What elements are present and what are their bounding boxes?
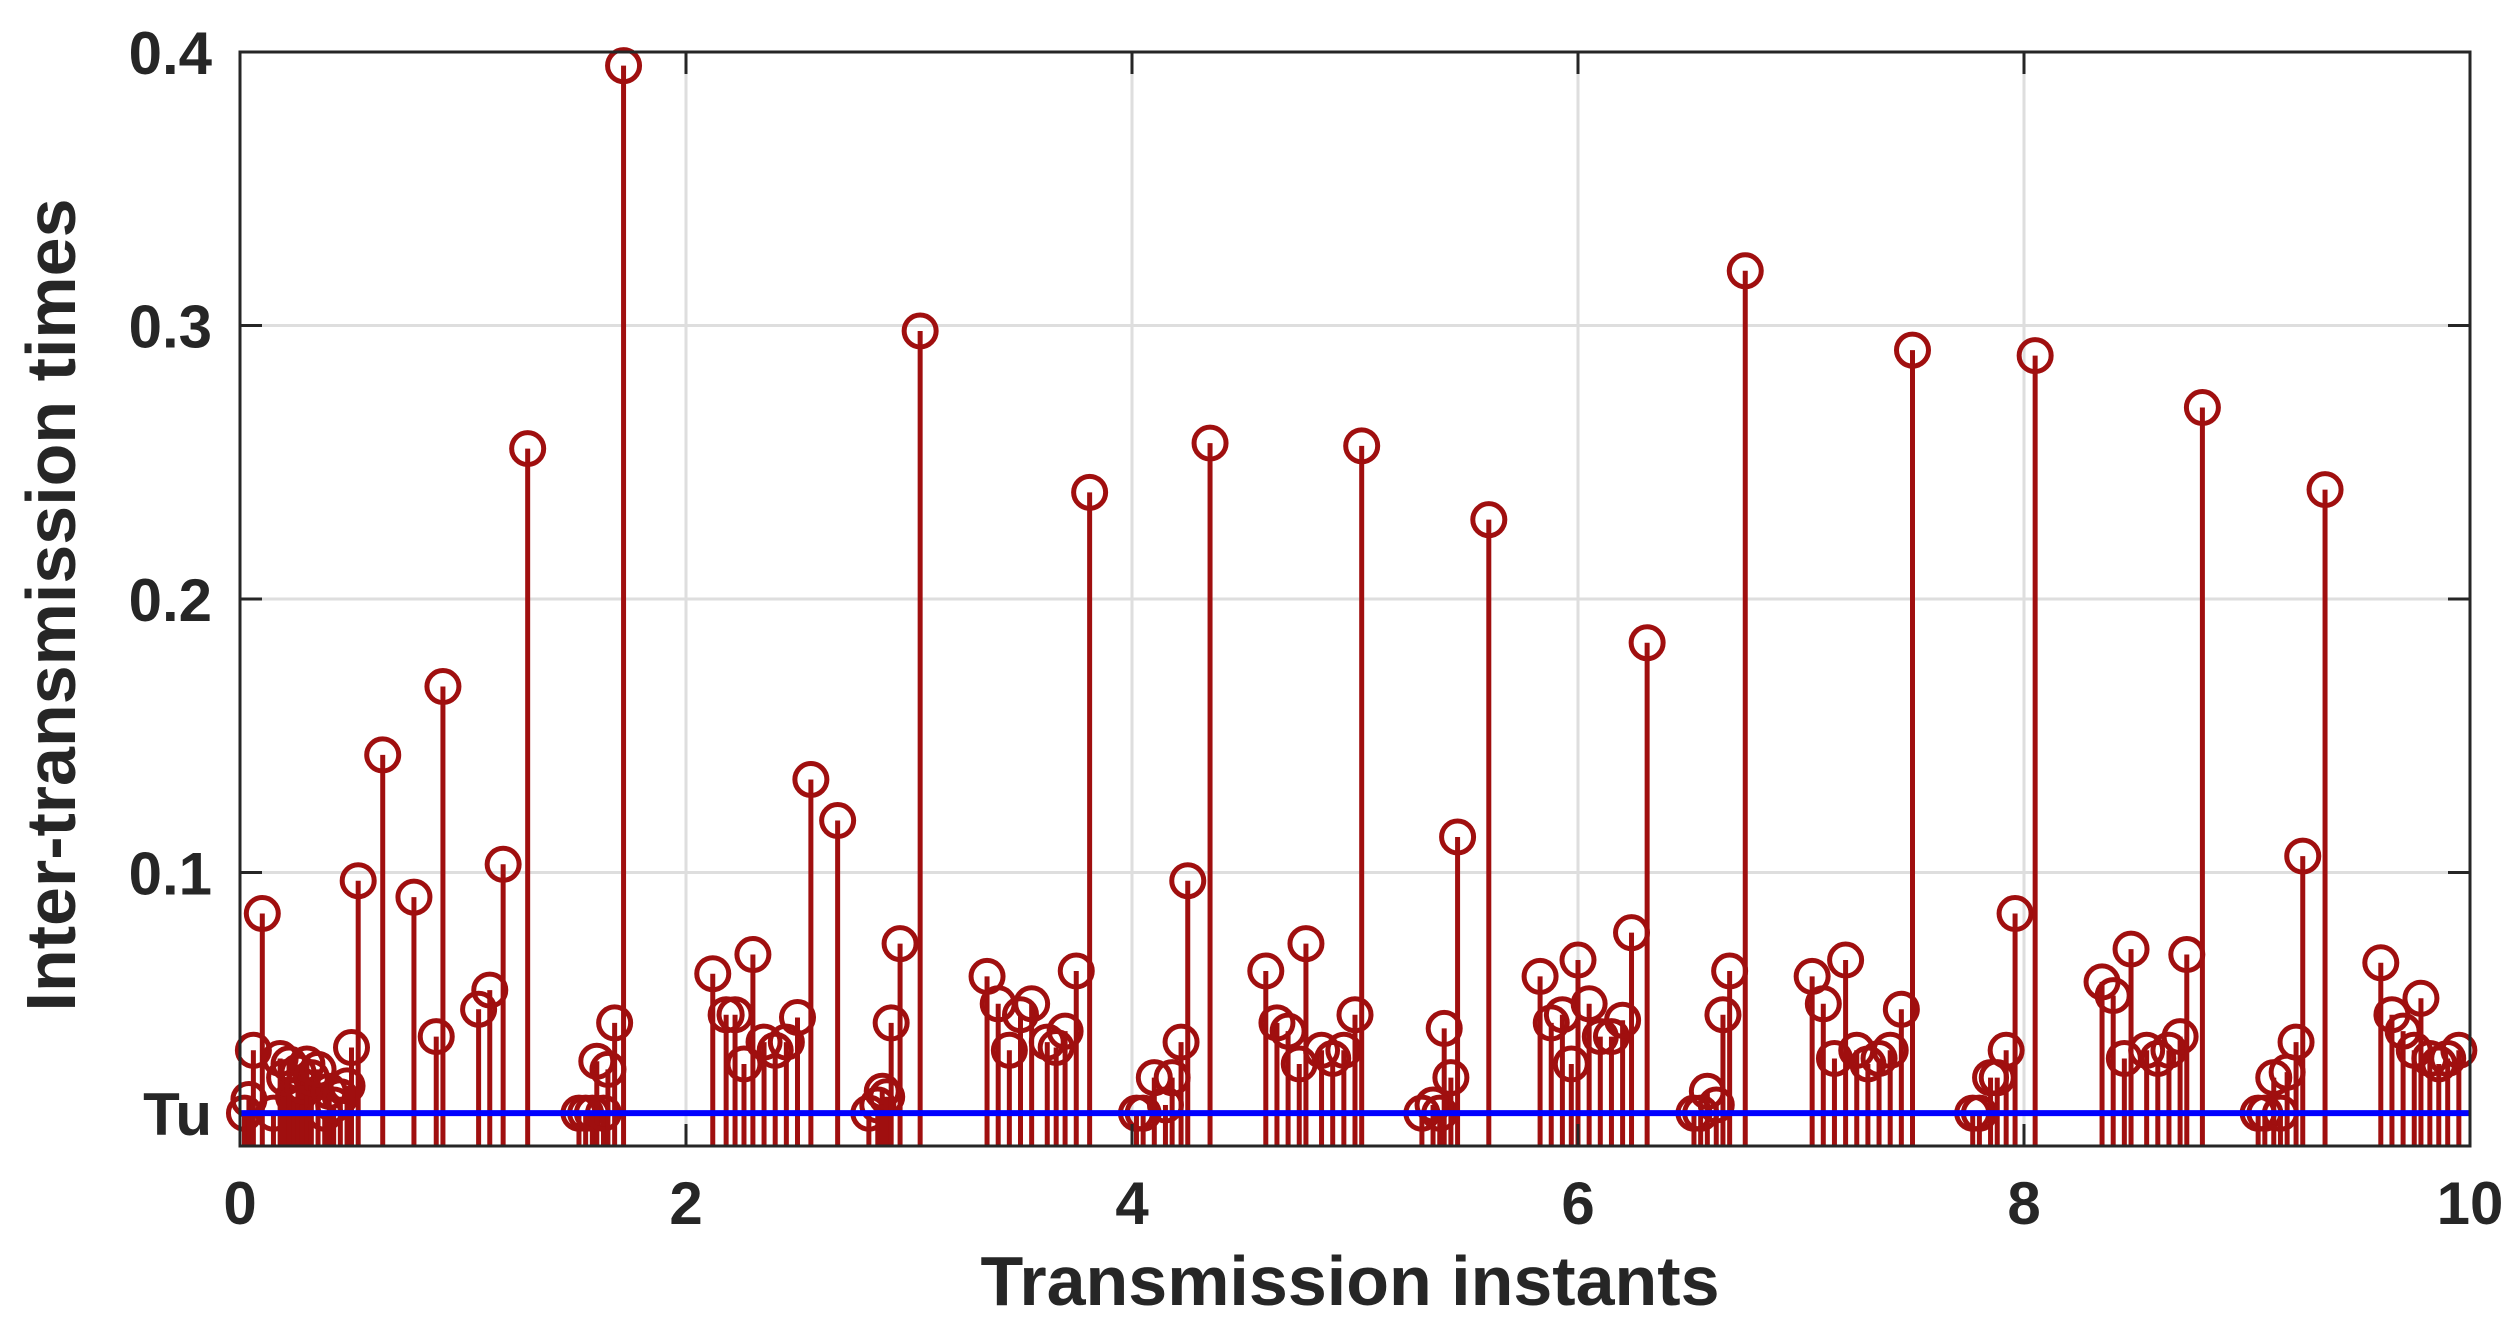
stem-marker [694, 955, 732, 993]
y-tick-label: 0.3 [129, 294, 212, 361]
x-tick-label: 6 [1561, 1170, 1594, 1237]
x-tick-label: 10 [2437, 1170, 2504, 1237]
x-tick-label: 8 [2007, 1170, 2040, 1237]
x-tick-label: 4 [1115, 1170, 1149, 1237]
stem-marker [333, 1029, 370, 1067]
stem-marker [2161, 1018, 2199, 1056]
stem-marker [1247, 952, 1285, 990]
labels-layer: Transmission instants Inter-transmission… [12, 199, 1720, 1321]
stem-marker [1559, 941, 1597, 979]
stem-marker [1169, 862, 1207, 900]
x-tick-label: 2 [669, 1170, 702, 1237]
stem-marker [1470, 501, 1508, 539]
stem-marker [1570, 985, 1608, 1023]
stem-marker [1704, 996, 1742, 1034]
stem-marker [1894, 331, 1931, 369]
stem-marker [1521, 957, 1559, 995]
stem-marker [1002, 996, 1039, 1034]
stem-marker [1996, 895, 2034, 933]
stem-marker [2402, 979, 2440, 1017]
reference-line-layer: Tu [143, 1081, 2470, 1148]
stem-marker [1057, 952, 1095, 990]
stem-marker [2440, 1031, 2478, 1069]
stem-marker [1336, 996, 1374, 1034]
y-tick-label: 0.1 [129, 841, 212, 908]
stem-marker [2277, 1023, 2315, 1061]
stem-marker [734, 936, 772, 974]
x-tick-label: 0 [223, 1170, 256, 1237]
stem-marker [484, 845, 522, 883]
stem-marker [2306, 471, 2344, 509]
stem-marker [243, 895, 281, 933]
stems-layer [225, 47, 2478, 1146]
stem-marker [1871, 1031, 1909, 1069]
stem-marker [395, 878, 433, 916]
stem-marker [1804, 985, 1842, 1023]
stem-marker [2183, 389, 2221, 427]
stem-marker [1046, 1012, 1084, 1050]
stem-marker [1827, 941, 1865, 979]
stem-marker [792, 761, 830, 799]
x-axis-label: Transmission instants [980, 1242, 1719, 1320]
stem-marker [1425, 1009, 1463, 1047]
stem-marker [901, 312, 939, 350]
stem-marker [328, 1067, 366, 1105]
stem-marker [1191, 424, 1229, 462]
stem-marker [819, 802, 857, 840]
axes-layer: 0 2 4 6 8 10 0.1 0.2 0.3 0.4 [129, 20, 2504, 1237]
tu-label: Tu [143, 1081, 212, 1148]
stem-marker [1604, 1001, 1642, 1039]
stem-marker [471, 971, 509, 1009]
stem-marker [460, 990, 498, 1028]
stem-marker [881, 925, 919, 963]
stem-marker [364, 736, 402, 774]
stem-marker [424, 668, 462, 706]
stem-marker [725, 1045, 763, 1083]
stem-marker [1882, 990, 1920, 1028]
stem-marker [1071, 473, 1109, 511]
stem-marker [299, 1050, 337, 1088]
stem-marker [1987, 1031, 2025, 1069]
y-axis-label: Inter-transmission times [12, 199, 90, 1012]
stem-marker [1162, 1023, 1200, 1061]
stem-marker [339, 862, 377, 900]
stem-marker [1726, 252, 1764, 290]
stem-marker [2016, 337, 2054, 375]
stem-marker [605, 47, 643, 85]
stem-marker [1343, 427, 1381, 465]
stem-marker [872, 1004, 910, 1042]
stem-marker [2284, 837, 2322, 875]
stem-marker [417, 1018, 455, 1056]
grid-layer [240, 52, 2470, 1146]
stem-marker [1697, 1086, 1735, 1124]
stem-marker [779, 998, 816, 1036]
stem-marker [509, 430, 547, 468]
y-tick-label: 0.4 [129, 20, 213, 87]
stem-marker [596, 1004, 634, 1042]
stem-marker [1013, 985, 1051, 1023]
stem-marker [990, 1031, 1028, 1069]
stem-marker [1287, 925, 1325, 963]
stem-marker [2362, 944, 2400, 982]
stem-marker [1439, 818, 1477, 856]
y-tick-label: 0.2 [129, 567, 212, 634]
stem-marker [1432, 1059, 1470, 1097]
stem-marker [1628, 624, 1666, 662]
stem-marker [2112, 930, 2150, 968]
